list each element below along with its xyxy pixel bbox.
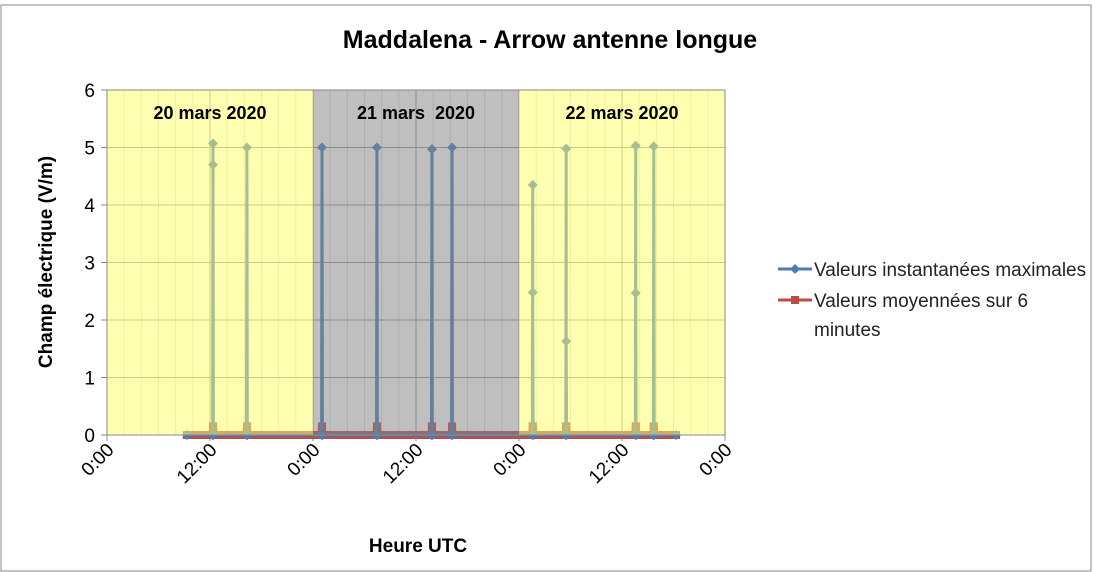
day-band xyxy=(519,90,725,435)
y-tick-label: 6 xyxy=(84,81,95,102)
y-axis-label: Champ électrique (V/m) xyxy=(36,156,57,368)
y-tick-label: 1 xyxy=(84,369,95,390)
legend-item: Valeurs moyennées sur 6 minutes xyxy=(778,287,1088,345)
legend: Valeurs instantanées maximales Valeurs mo… xyxy=(778,256,1088,347)
day-label: 20 mars 2020 xyxy=(153,103,266,123)
day-band xyxy=(107,90,313,435)
y-tick-label: 5 xyxy=(84,139,95,160)
legend-swatch xyxy=(778,296,812,304)
legend-label: Valeurs moyennées sur 6 minutes xyxy=(814,291,1029,341)
legend-marker xyxy=(791,296,799,304)
y-tick-label: 2 xyxy=(84,311,95,332)
y-tick-label: 3 xyxy=(84,254,95,275)
day-label: 22 mars 2020 xyxy=(565,103,678,123)
legend-swatch xyxy=(778,264,812,274)
legend-item: Valeurs instantanées maximales xyxy=(778,256,1088,285)
day-band xyxy=(313,90,519,435)
chart-title: Maddalena - Arrow antenne longue xyxy=(343,26,757,54)
legend-marker xyxy=(790,264,800,274)
legend-label: Valeurs instantanées maximales xyxy=(814,260,1087,281)
y-tick-label: 4 xyxy=(84,196,95,217)
x-axis-label: Heure UTC xyxy=(369,536,467,557)
y-tick-label: 0 xyxy=(84,426,95,447)
plot-border xyxy=(106,89,726,436)
day-label: 21 mars 2020 xyxy=(357,103,475,123)
